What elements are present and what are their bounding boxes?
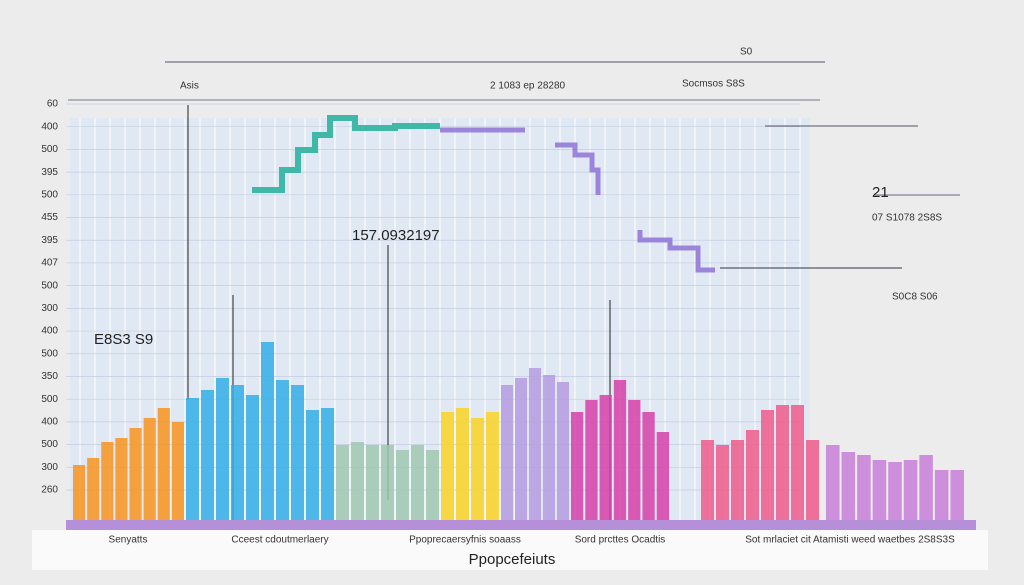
- bar: [903, 460, 918, 520]
- y-tick-label: 455: [41, 212, 58, 223]
- bar: [888, 462, 902, 520]
- y-tick-label: 300: [41, 303, 58, 314]
- bar: [501, 385, 513, 520]
- chart-title: Ppopcefeiuts: [469, 551, 556, 568]
- bar: [515, 378, 527, 520]
- bar: [806, 440, 819, 520]
- y-tick-label: 350: [41, 371, 58, 382]
- bar: [471, 418, 484, 520]
- bar: [872, 460, 887, 520]
- x-tick-label: Cceest cdoutmerlaery: [231, 535, 328, 546]
- y-tick-label: 500: [41, 348, 58, 359]
- bar: [571, 412, 584, 520]
- bar: [761, 410, 774, 520]
- bar: [456, 408, 469, 520]
- y-tick-label: 300: [41, 462, 58, 473]
- bar: [841, 452, 856, 520]
- base-strip: [66, 520, 976, 530]
- bar: [276, 380, 289, 520]
- y-tick-label: 500: [41, 189, 58, 200]
- annotation: Asis: [180, 81, 199, 92]
- bar: [716, 445, 729, 520]
- bar: [656, 432, 669, 520]
- bar: [628, 400, 641, 520]
- step-line: [440, 127, 715, 273]
- base-platform: [32, 530, 988, 570]
- bar: [396, 450, 409, 520]
- y-tick-label: 395: [41, 235, 58, 246]
- bars: [73, 342, 964, 520]
- bar: [157, 408, 170, 520]
- bar: [129, 428, 142, 520]
- bar: [486, 412, 499, 520]
- bar: [426, 450, 439, 520]
- bar: [613, 380, 627, 520]
- bar: [73, 465, 86, 520]
- bar: [186, 398, 199, 520]
- annotation: S0: [740, 47, 753, 58]
- bar: [87, 458, 100, 520]
- bar: [529, 368, 541, 520]
- y-tick-label: 260: [41, 485, 58, 496]
- y-tick-label: 500: [41, 144, 58, 155]
- bar: [441, 412, 454, 520]
- bar: [246, 395, 259, 520]
- bar: [216, 378, 229, 520]
- annotation: 2 1083 ep 28280: [490, 81, 566, 92]
- y-tick-label: 407: [41, 258, 58, 269]
- y-tick-label: 500: [41, 439, 58, 450]
- bar: [826, 445, 840, 520]
- y-tick-label: 395: [41, 167, 58, 178]
- step-line: [252, 115, 440, 193]
- bar: [857, 455, 871, 520]
- bar: [231, 385, 244, 520]
- annotation: 157.0932197: [352, 227, 440, 244]
- bar: [776, 405, 789, 520]
- bar: [201, 390, 214, 520]
- bar: [557, 382, 569, 520]
- bar: [411, 445, 424, 520]
- bar: [101, 442, 114, 520]
- bar: [351, 442, 364, 520]
- bar: [366, 445, 379, 520]
- y-tick-label: 400: [41, 417, 58, 428]
- bar: [171, 422, 184, 520]
- y-tick-label: 500: [41, 280, 58, 291]
- bar: [701, 440, 714, 520]
- bar: [143, 418, 156, 520]
- annotation: E8S3 S9: [94, 331, 153, 348]
- bar: [746, 430, 759, 520]
- bar: [321, 408, 334, 520]
- y-tick-label: 400: [41, 121, 58, 132]
- bar: [642, 412, 655, 520]
- annotation: 07 S1078 2S8S: [872, 213, 942, 224]
- y-tick-label: 400: [41, 326, 58, 337]
- bar: [306, 410, 319, 520]
- x-tick-label: Sot mrlaciet cit Atamisti weed waetbes 2…: [745, 535, 955, 546]
- y-tick-label: 60: [47, 99, 59, 110]
- bar: [731, 440, 744, 520]
- bar: [599, 395, 612, 520]
- bar: [543, 375, 555, 520]
- bar: [381, 445, 394, 520]
- annotation: S0C8 S06: [892, 292, 938, 303]
- bar: [336, 445, 349, 520]
- bar: [919, 455, 933, 520]
- x-tick-label: Ppoprecaersyfnis soaass: [409, 535, 521, 546]
- bar: [261, 342, 274, 520]
- bar: [934, 470, 949, 520]
- bar: [791, 405, 804, 520]
- annotation: Socmsos S8S: [682, 79, 745, 90]
- bar: [585, 400, 598, 520]
- bar: [115, 438, 128, 520]
- annotation: 21: [872, 184, 889, 201]
- bar: [950, 470, 964, 520]
- x-tick-label: Senyatts: [109, 535, 148, 546]
- bar: [291, 385, 304, 520]
- x-tick-label: Sord prcttes Ocadtis: [575, 535, 666, 546]
- y-tick-label: 500: [41, 394, 58, 405]
